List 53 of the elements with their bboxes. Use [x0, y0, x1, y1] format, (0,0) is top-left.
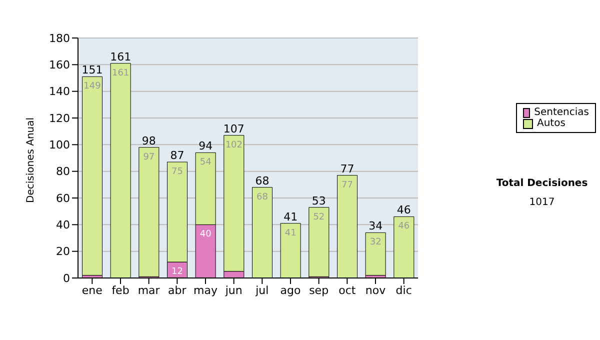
- data-label: 102: [225, 140, 243, 150]
- data-label: 75: [172, 167, 183, 177]
- data-label: 32: [370, 238, 382, 248]
- data-label: 54: [200, 158, 212, 168]
- data-label: 97: [143, 152, 155, 162]
- x-tick-label: ene: [82, 284, 103, 297]
- x-tick-label: sep: [309, 284, 329, 297]
- y-tick-label: 140: [49, 85, 70, 98]
- data-label: 149: [84, 82, 102, 92]
- y-tick-label: 100: [49, 138, 70, 152]
- x-tick-label: nov: [365, 284, 386, 297]
- total-label: 34: [368, 220, 383, 233]
- data-label: 40: [200, 230, 212, 240]
- x-tick-label: dic: [396, 284, 412, 297]
- total-label: 161: [110, 50, 132, 64]
- total-label: 68: [255, 174, 270, 188]
- y-tick-label: 80: [56, 165, 70, 178]
- text: Total Decisiones: [495, 178, 589, 189]
- x-tick-label: feb: [112, 284, 130, 297]
- data-label: 12: [172, 267, 183, 277]
- x-tick-label: jun: [224, 284, 242, 297]
- total-label: 94: [198, 140, 213, 153]
- data-label: 77: [342, 180, 353, 190]
- total-label: 87: [170, 149, 184, 162]
- x-tick-label: jul: [254, 284, 269, 297]
- y-tick-label: 180: [49, 32, 70, 45]
- data-label: 52: [313, 212, 325, 222]
- y-tick-label: 120: [49, 112, 70, 125]
- y-tick-label: 160: [49, 58, 70, 72]
- legend-label: Sentencias: [534, 107, 589, 118]
- x-tick-label: oct: [338, 284, 356, 297]
- data-label: 46: [398, 222, 410, 232]
- total-label: 41: [284, 210, 298, 224]
- x-tick-label: mar: [138, 284, 160, 297]
- legend-label: Autos: [537, 118, 566, 129]
- y-tick-label: 40: [56, 218, 70, 232]
- y-tick-label: 20: [56, 245, 70, 258]
- data-label: 161: [112, 68, 130, 78]
- x-tick-label: may: [194, 284, 218, 297]
- total-label: 77: [340, 162, 354, 176]
- data-label: 68: [256, 192, 268, 202]
- x-tick-label: abr: [168, 284, 187, 297]
- total-label: 98: [142, 134, 156, 148]
- y-axis-title: Decisiones Anual: [26, 117, 37, 203]
- x-tick-label: ago: [280, 284, 301, 297]
- total-label: 46: [396, 204, 411, 217]
- y-tick-label: 0: [63, 272, 70, 285]
- data-label: 41: [284, 228, 296, 238]
- total-label: 151: [82, 64, 103, 77]
- text: 1017: [528, 197, 556, 208]
- total-label: 107: [223, 122, 244, 136]
- total-label: 53: [312, 194, 326, 208]
- y-tick-label: 60: [56, 192, 70, 205]
